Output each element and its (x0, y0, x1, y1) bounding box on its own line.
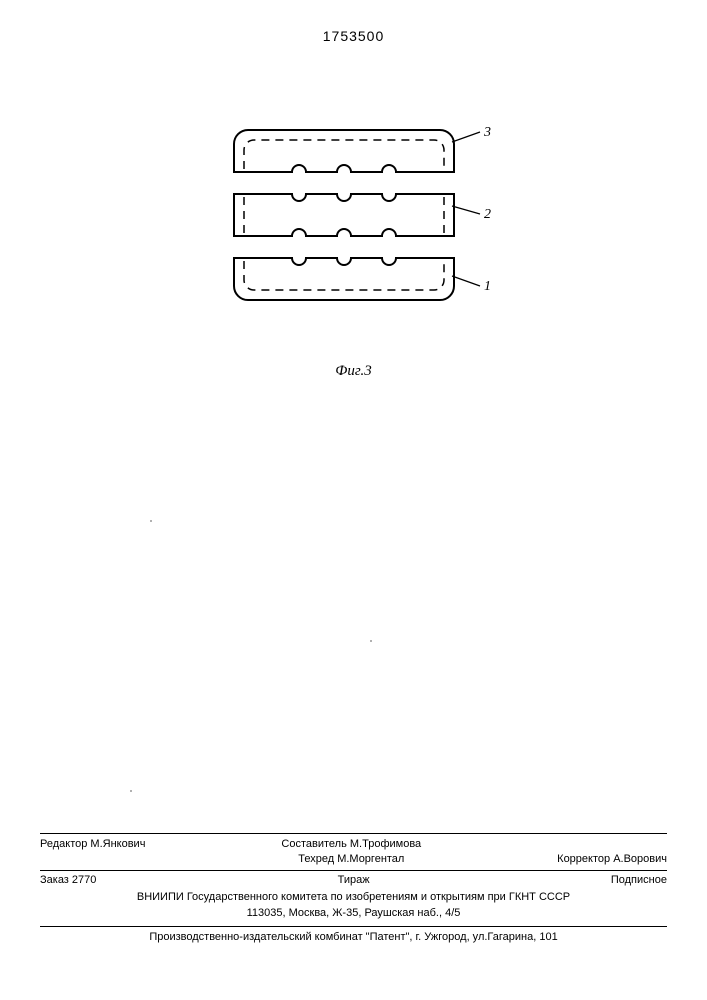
subscription-label: Подписное (611, 874, 667, 886)
techred-name: М.Моргентал (337, 853, 404, 865)
compiler-name: М.Трофимова (350, 838, 421, 850)
compiler-label: Составитель (281, 838, 346, 850)
figure-label: Фиг.3 (214, 363, 494, 380)
org-line2: 113035, Москва, Ж-35, Раушская наб., 4/5 (40, 906, 667, 921)
editor-label: Редактор (40, 838, 87, 850)
corrector-name: А.Ворович (613, 853, 667, 865)
figure-3-svg: 3 2 1 (214, 120, 494, 350)
svg-text:3: 3 (483, 125, 491, 140)
corrector-cell: Корректор А.Ворович (557, 852, 667, 867)
production-line: Производственно-издательский комбинат "П… (40, 926, 667, 945)
tirazh-cell: Тираж (338, 873, 370, 888)
svg-text:1: 1 (484, 279, 491, 294)
footer-order-row: Заказ 2770 Тираж Подписное (40, 870, 667, 888)
order-number: 2770 (72, 874, 96, 886)
techred-label: Техред (298, 853, 334, 865)
figure-container: 3 2 1 Фиг.3 (214, 120, 494, 380)
editor-cell: Редактор М.Янкович (40, 837, 145, 868)
center-credits: Составитель М.Трофимова Техред М.Моргент… (281, 837, 421, 868)
editor-name: М.Янкович (90, 838, 145, 850)
subscription-cell: Подписное (611, 873, 667, 888)
order-label: Заказ (40, 874, 69, 886)
corrector-label: Корректор (557, 853, 610, 865)
svg-text:2: 2 (484, 207, 491, 222)
org-line1: ВНИИПИ Государственного комитета по изоб… (40, 890, 667, 905)
tirazh-label: Тираж (338, 874, 370, 886)
order-cell: Заказ 2770 (40, 873, 96, 888)
footer-credits-row: Редактор М.Янкович Составитель М.Трофимо… (40, 833, 667, 868)
patent-number: 1753500 (323, 28, 385, 44)
footer-block: Редактор М.Янкович Составитель М.Трофимо… (40, 833, 667, 945)
